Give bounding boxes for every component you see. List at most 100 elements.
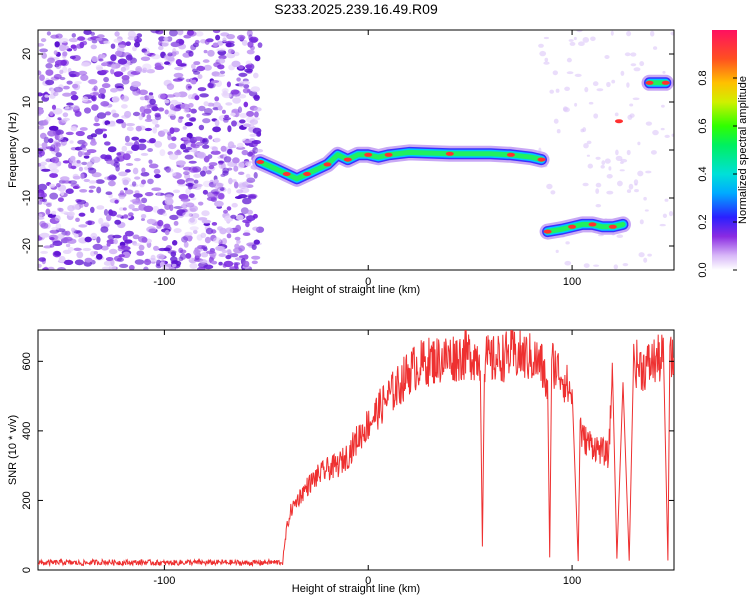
noise-blob xyxy=(620,161,624,164)
noise-blob xyxy=(193,61,201,66)
noise-blob xyxy=(606,174,613,179)
noise-blob xyxy=(556,129,561,134)
noise-blob xyxy=(645,170,652,174)
noise-blob xyxy=(246,177,256,183)
noise-blob xyxy=(620,158,628,163)
noise-blob xyxy=(124,135,130,143)
noise-blob xyxy=(81,161,88,166)
noise-blob xyxy=(54,133,60,141)
noise-blob xyxy=(88,189,94,193)
noise-blob xyxy=(586,154,591,157)
noise-blob xyxy=(151,118,159,125)
noise-blob xyxy=(227,148,233,155)
noise-blob xyxy=(184,147,193,151)
noise-blob xyxy=(141,237,148,243)
noise-blob xyxy=(186,113,191,118)
noise-blob xyxy=(108,248,118,255)
noise-blob xyxy=(573,36,577,41)
noise-blob xyxy=(213,182,224,190)
noise-blob xyxy=(223,117,231,121)
noise-blob xyxy=(217,246,226,252)
noise-blob xyxy=(174,150,182,156)
noise-blob xyxy=(57,233,65,240)
noise-blob xyxy=(231,108,240,114)
main-trace-peak xyxy=(537,157,546,162)
spectrogram-ylabel: Frequency (Hz) xyxy=(7,112,19,188)
x-tick-label: -100 xyxy=(153,575,175,587)
spectrogram-x-ticks: -100 0 100 xyxy=(153,30,581,288)
noise-blob xyxy=(600,165,605,169)
noise-blob xyxy=(39,74,45,81)
noise-blob xyxy=(202,138,208,143)
noise-blob xyxy=(226,233,232,239)
spectrogram-xlabel: Height of straight line (km) xyxy=(292,284,420,296)
noise-blob xyxy=(154,124,160,128)
noise-blob xyxy=(236,239,241,244)
noise-blob xyxy=(213,237,222,244)
noise-blob xyxy=(582,182,589,187)
noise-blob xyxy=(238,65,244,70)
noise-blob xyxy=(124,142,135,147)
noise-blob xyxy=(55,142,61,148)
noise-blob xyxy=(628,183,634,190)
noise-blob xyxy=(72,175,81,180)
noise-blob xyxy=(195,31,204,37)
y-tick-label: 20 xyxy=(21,48,33,60)
noise-blob xyxy=(590,36,596,42)
noise-blob xyxy=(182,136,190,141)
noise-blob xyxy=(83,155,90,159)
noise-blob xyxy=(643,196,647,201)
noise-blob xyxy=(51,156,60,164)
noise-blob xyxy=(73,230,81,234)
noise-blob xyxy=(76,199,87,205)
noise-blob xyxy=(45,69,54,76)
noise-blob xyxy=(90,206,95,213)
noise-blob xyxy=(196,65,206,72)
noise-blob xyxy=(245,64,253,69)
noise-blob xyxy=(96,253,103,260)
noise-blob xyxy=(630,52,637,57)
noise-blob xyxy=(134,259,145,265)
noise-blob xyxy=(565,241,570,245)
noise-blob xyxy=(58,37,69,44)
noise-blob xyxy=(48,125,59,131)
noise-blob xyxy=(141,179,146,185)
noise-blob xyxy=(134,176,141,180)
noise-blob xyxy=(128,212,134,217)
noise-blob xyxy=(39,232,50,238)
noise-blob xyxy=(46,116,51,122)
noise-blob xyxy=(626,30,632,37)
noise-blob xyxy=(163,247,171,252)
noise-blob xyxy=(43,266,49,270)
colorbar-tick-label: 0.4 xyxy=(697,166,709,181)
noise-blob xyxy=(82,147,88,151)
noise-blob xyxy=(175,59,182,66)
noise-blob xyxy=(98,93,105,99)
noise-blob xyxy=(203,264,214,270)
noise-blob xyxy=(211,260,218,265)
noise-blob xyxy=(162,129,169,134)
noise-blob xyxy=(68,157,76,164)
noise-blob xyxy=(131,181,137,187)
noise-blob xyxy=(615,155,623,161)
noise-blob xyxy=(178,39,184,45)
noise-blob xyxy=(177,30,184,36)
noise-blob xyxy=(49,173,58,178)
noise-blob xyxy=(633,179,639,186)
noise-blob xyxy=(604,158,611,164)
noise-blob xyxy=(624,52,631,57)
noise-blob xyxy=(38,125,45,130)
noise-blob xyxy=(104,141,111,146)
noise-blob xyxy=(142,63,152,71)
noise-blob xyxy=(158,45,164,51)
noise-blob xyxy=(187,94,194,100)
noise-blob xyxy=(214,119,220,127)
noise-blob xyxy=(168,109,176,117)
noise-blob xyxy=(175,160,186,166)
noise-blob xyxy=(91,104,99,111)
colorbar-tick-label: 0.2 xyxy=(697,214,709,229)
noise-blob xyxy=(141,218,145,221)
noise-blob xyxy=(629,103,634,107)
noise-blob xyxy=(154,114,162,121)
main-trace-peak xyxy=(364,152,373,157)
